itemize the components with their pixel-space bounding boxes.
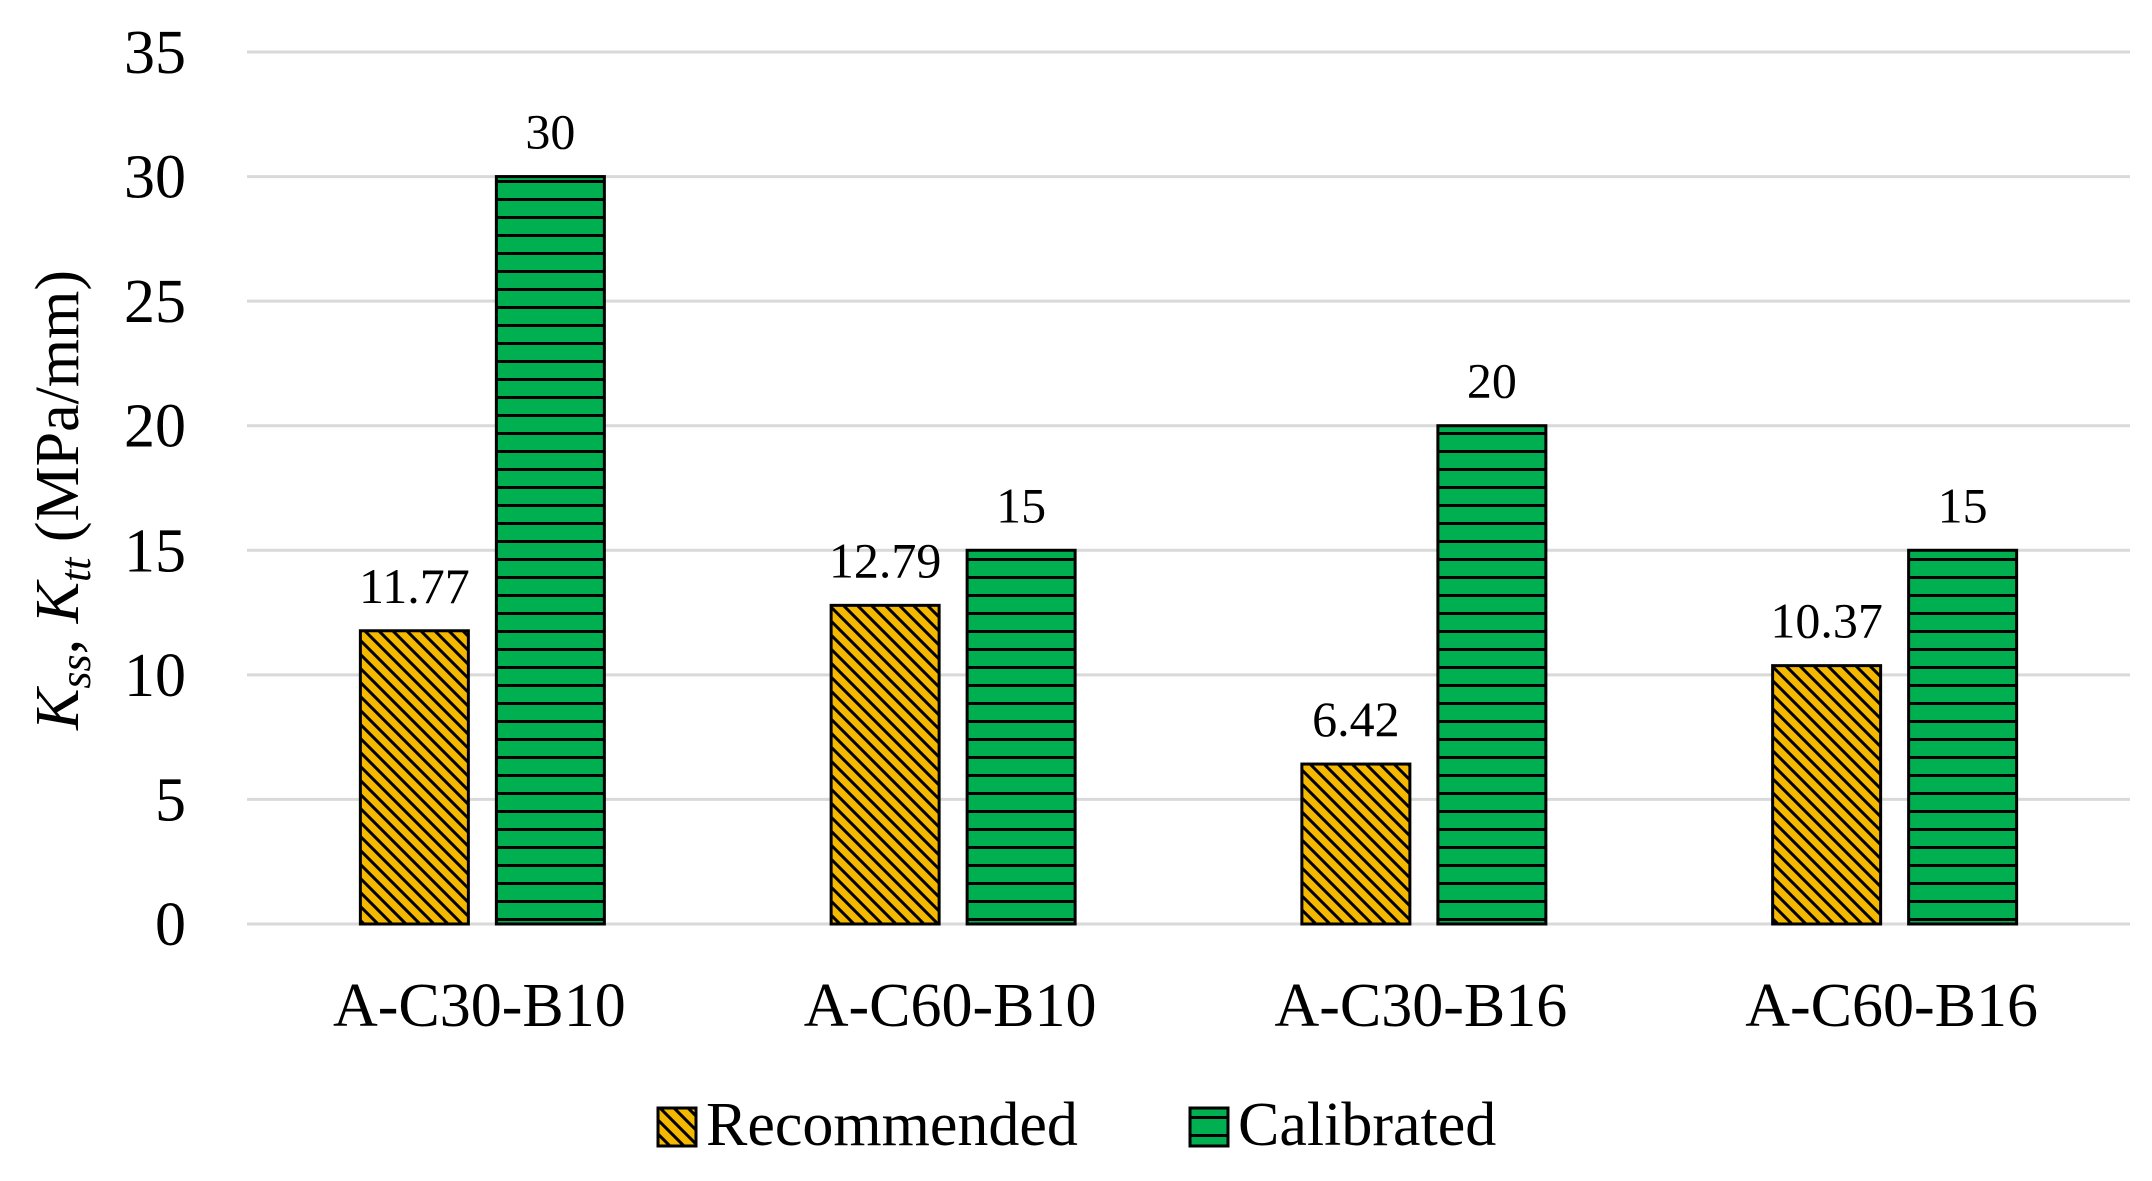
data-label-recommended: 12.79 [829, 532, 942, 588]
legend: Recommended Calibrated [656, 1091, 1496, 1159]
y-tick-label: 20 [124, 393, 186, 461]
y-tick-label: 10 [124, 642, 186, 710]
x-category-label: A-C60-B16 [1745, 972, 2038, 1040]
bar-calibrated-a-c60-b10[interactable] [965, 548, 1077, 926]
x-category-label: A-C30-B10 [333, 972, 626, 1040]
data-labels: 11.77 30 12.79 15 6.42 20 10.37 15 [359, 104, 1988, 747]
data-label-calibrated: 30 [525, 104, 575, 160]
data-label-recommended: 6.42 [1312, 691, 1400, 747]
bar-calibrated-a-c60-b16[interactable] [1907, 548, 2019, 926]
x-axis-categories: A-C30-B10 A-C60-B10 A-C30-B16 A-C60-B16 [333, 972, 2038, 1040]
bar-recommended-a-c30-b10[interactable] [358, 629, 470, 926]
data-label-calibrated: 20 [1467, 353, 1517, 409]
data-label-recommended: 10.37 [1770, 593, 1883, 649]
y-tick-label: 30 [124, 144, 186, 212]
legend-swatch-recommended [656, 1106, 698, 1148]
y-axis-ticks: 0 5 10 15 20 25 30 35 [124, 19, 186, 959]
data-label-calibrated: 15 [996, 477, 1046, 533]
legend-label-recommended: Recommended [706, 1091, 1078, 1159]
legend-item-calibrated[interactable]: Calibrated [1188, 1091, 1496, 1159]
y-tick-label: 5 [155, 766, 186, 834]
bar-recommended-a-c60-b10[interactable] [829, 603, 941, 926]
data-label-calibrated: 15 [1938, 477, 1988, 533]
bar-recommended-a-c60-b16[interactable] [1771, 664, 1883, 926]
legend-item-recommended[interactable]: Recommended [656, 1091, 1078, 1159]
y-tick-label: 35 [124, 19, 186, 87]
y-tick-label: 15 [124, 517, 186, 585]
bar-recommended-a-c30-b16[interactable] [1300, 762, 1412, 926]
bar-calibrated-a-c30-b10[interactable] [494, 175, 606, 926]
y-tick-label: 25 [124, 268, 186, 336]
legend-label-calibrated: Calibrated [1238, 1091, 1496, 1159]
legend-swatch-calibrated [1188, 1106, 1230, 1148]
y-axis-title: Kss, Ktt (MPa/mm) [24, 270, 100, 731]
y-tick-label: 0 [155, 891, 186, 959]
x-category-label: A-C60-B10 [804, 972, 1097, 1040]
data-label-recommended: 11.77 [359, 558, 470, 614]
x-category-label: A-C30-B16 [1274, 972, 1567, 1040]
bars [358, 175, 2019, 926]
bar-calibrated-a-c30-b16[interactable] [1436, 424, 1548, 926]
